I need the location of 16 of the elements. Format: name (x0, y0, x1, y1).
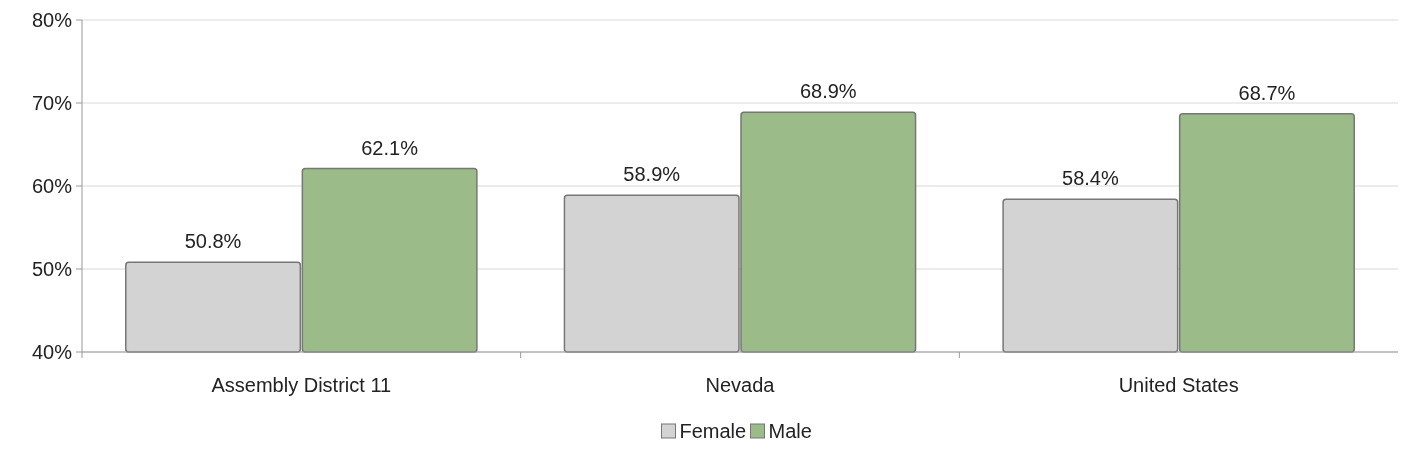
data-label: 68.9% (799, 80, 857, 103)
y-tick-label: 70% (31, 92, 73, 114)
x-tick-label: Nevada (705, 374, 776, 396)
legend-label: Female (679, 420, 747, 442)
data-label: 58.9% (623, 163, 681, 186)
data-label: 68.7% (1238, 81, 1296, 104)
x-tick-label: Assembly District 11 (211, 374, 392, 396)
y-tick-label: 60% (31, 175, 73, 197)
legend-label: Male (768, 420, 812, 442)
y-tick-label: 50% (31, 258, 73, 280)
y-tick-label: 80% (31, 9, 73, 31)
data-label: 58.4% (1062, 167, 1119, 190)
y-tick-label: 40% (31, 341, 73, 363)
data-label: 50.8% (184, 230, 242, 253)
data-label: 62.1% (361, 136, 419, 159)
x-tick-label: United States (1118, 374, 1239, 396)
